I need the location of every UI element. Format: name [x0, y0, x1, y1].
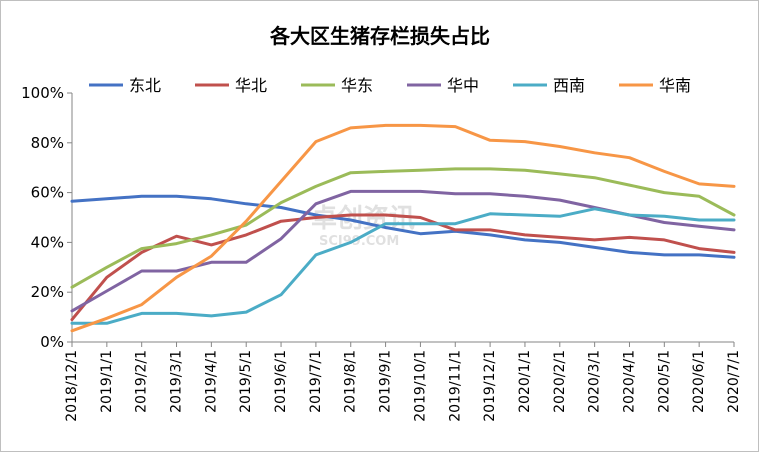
y-tick-label: 100% — [21, 84, 64, 102]
x-tick-label: 2019/10/1 — [412, 350, 428, 422]
y-tick-label: 60% — [31, 184, 64, 202]
x-tick-label: 2019/9/1 — [378, 350, 394, 413]
x-tick-label: 2019/8/1 — [343, 350, 359, 413]
y-axis-ticks: 0% 20% 40% 60% 80% 100% — [21, 84, 72, 351]
legend-label: 东北 — [129, 76, 161, 95]
x-tick-label: 2019/3/1 — [169, 350, 185, 413]
series-lines — [70, 123, 736, 333]
series-line — [70, 167, 736, 289]
x-tick-label: 2019/7/1 — [308, 350, 324, 413]
watermark: 卓创资讯 SCI99.COM — [311, 204, 415, 249]
legend-label: 华北 — [235, 76, 267, 95]
series-line — [70, 194, 736, 259]
x-tick-label: 2019/4/1 — [203, 350, 219, 413]
y-tick-label: 0% — [40, 333, 64, 351]
x-tick-label: 2019/2/1 — [134, 350, 150, 413]
axes — [71, 93, 734, 343]
x-tick-label: 2020/3/1 — [587, 350, 603, 413]
x-axis-ticks: 2018/12/1 2019/1/1 2019/2/1 2019/3/1 2019/4/… — [64, 342, 742, 422]
series-line — [70, 213, 736, 322]
x-tick-label: 2019/6/1 — [273, 350, 289, 413]
x-tick-label: 2020/5/1 — [656, 350, 672, 413]
chart-title: 各大区生猪存栏损失占比 — [269, 24, 490, 48]
y-tick-label: 40% — [31, 233, 64, 251]
legend-label: 华南 — [659, 76, 691, 95]
legend-label: 华东 — [341, 76, 373, 95]
legend-label: 西南 — [553, 76, 585, 95]
legend-label: 华中 — [447, 76, 479, 95]
x-tick-label: 2020/2/1 — [552, 350, 568, 413]
x-tick-label: 2019/5/1 — [238, 350, 254, 413]
x-tick-label: 2019/1/1 — [99, 350, 115, 413]
y-tick-label: 20% — [31, 283, 64, 301]
series-line — [70, 207, 736, 325]
x-tick-label: 2020/7/1 — [726, 350, 742, 413]
x-tick-label: 2019/12/1 — [482, 350, 498, 422]
y-tick-label: 80% — [31, 134, 64, 152]
x-tick-label: 2019/11/1 — [447, 350, 463, 422]
x-tick-label: 2020/4/1 — [621, 350, 637, 413]
x-tick-label: 2018/12/1 — [64, 350, 80, 422]
x-tick-label: 2020/6/1 — [691, 350, 707, 413]
x-tick-label: 2020/1/1 — [517, 350, 533, 413]
legend: 东北 华北 华东 华中 西南 华南 — [89, 76, 691, 95]
series-line — [70, 123, 736, 333]
